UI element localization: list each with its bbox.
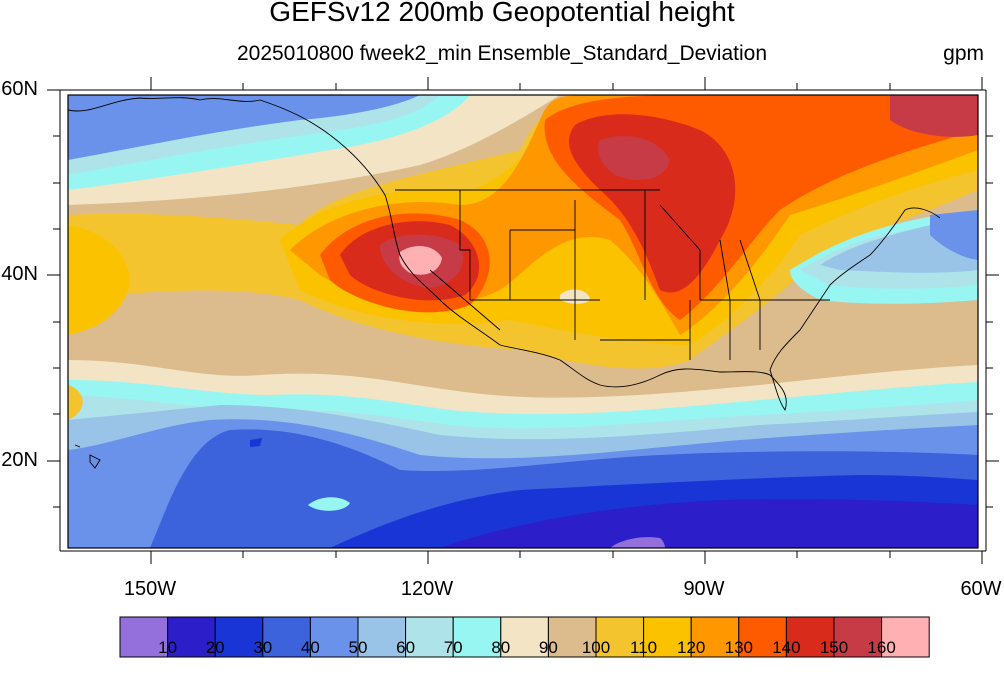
colorbar-level-label: 130 [724,638,753,657]
lon-label-150w: 150W [123,578,177,600]
map-title: GEFSv12 200mb Geopotential height [269,0,735,27]
colorbar-level-label: 40 [300,638,320,657]
lon-label-120w: 120W [400,578,454,600]
colorbar-level-label: 70 [443,638,463,657]
colorbar-level-label: 60 [396,638,416,657]
colorbar-swatch [214,616,264,658]
colorbar-level-label: 30 [253,638,273,657]
colorbar-level-label: 110 [630,638,658,657]
colorbar-level-label: 100 [581,638,611,657]
colorbar-swatch [405,616,454,658]
colorbar-swatch [738,616,787,658]
colorbar-level-label: 120 [677,638,706,657]
colorbar [119,616,930,658]
contour-field [68,95,978,548]
colorbar-swatch [167,616,216,658]
colorbar-swatch [690,616,740,658]
colorbar-swatch [500,616,549,658]
colorbar-swatch [881,616,930,658]
colorbar-swatch [547,616,597,658]
lat-label-20n: 20N [1,449,38,471]
lon-label-60w: 60W [960,578,1002,600]
colorbar-level-label: 80 [491,638,511,657]
coastlines [68,97,941,469]
colorbar-swatch [452,616,502,658]
colorbar-swatch [119,616,169,658]
map-subtitle: 2025010800 fweek2_min Ensemble_Standard_… [236,42,768,65]
colorbar-level-label: 10 [158,638,178,657]
colorbar-swatch [309,616,359,658]
colorbar-swatch [785,616,835,658]
colorbar-level-label: 50 [348,638,368,657]
colorbar-level-label: 160 [867,638,896,657]
lat-label-40n: 40N [1,263,38,285]
lat-label-60n: 60N [1,78,38,100]
colorbar-level-label: 140 [772,638,801,657]
lon-label-90w: 90W [683,578,725,600]
map-frame [47,77,999,564]
units-label: gpm [943,42,984,65]
colorbar-level-label: 20 [205,638,225,657]
colorbar-level-label: 150 [819,638,849,657]
colorbar-level-label: 90 [538,638,558,657]
colorbar-swatch [357,616,407,658]
